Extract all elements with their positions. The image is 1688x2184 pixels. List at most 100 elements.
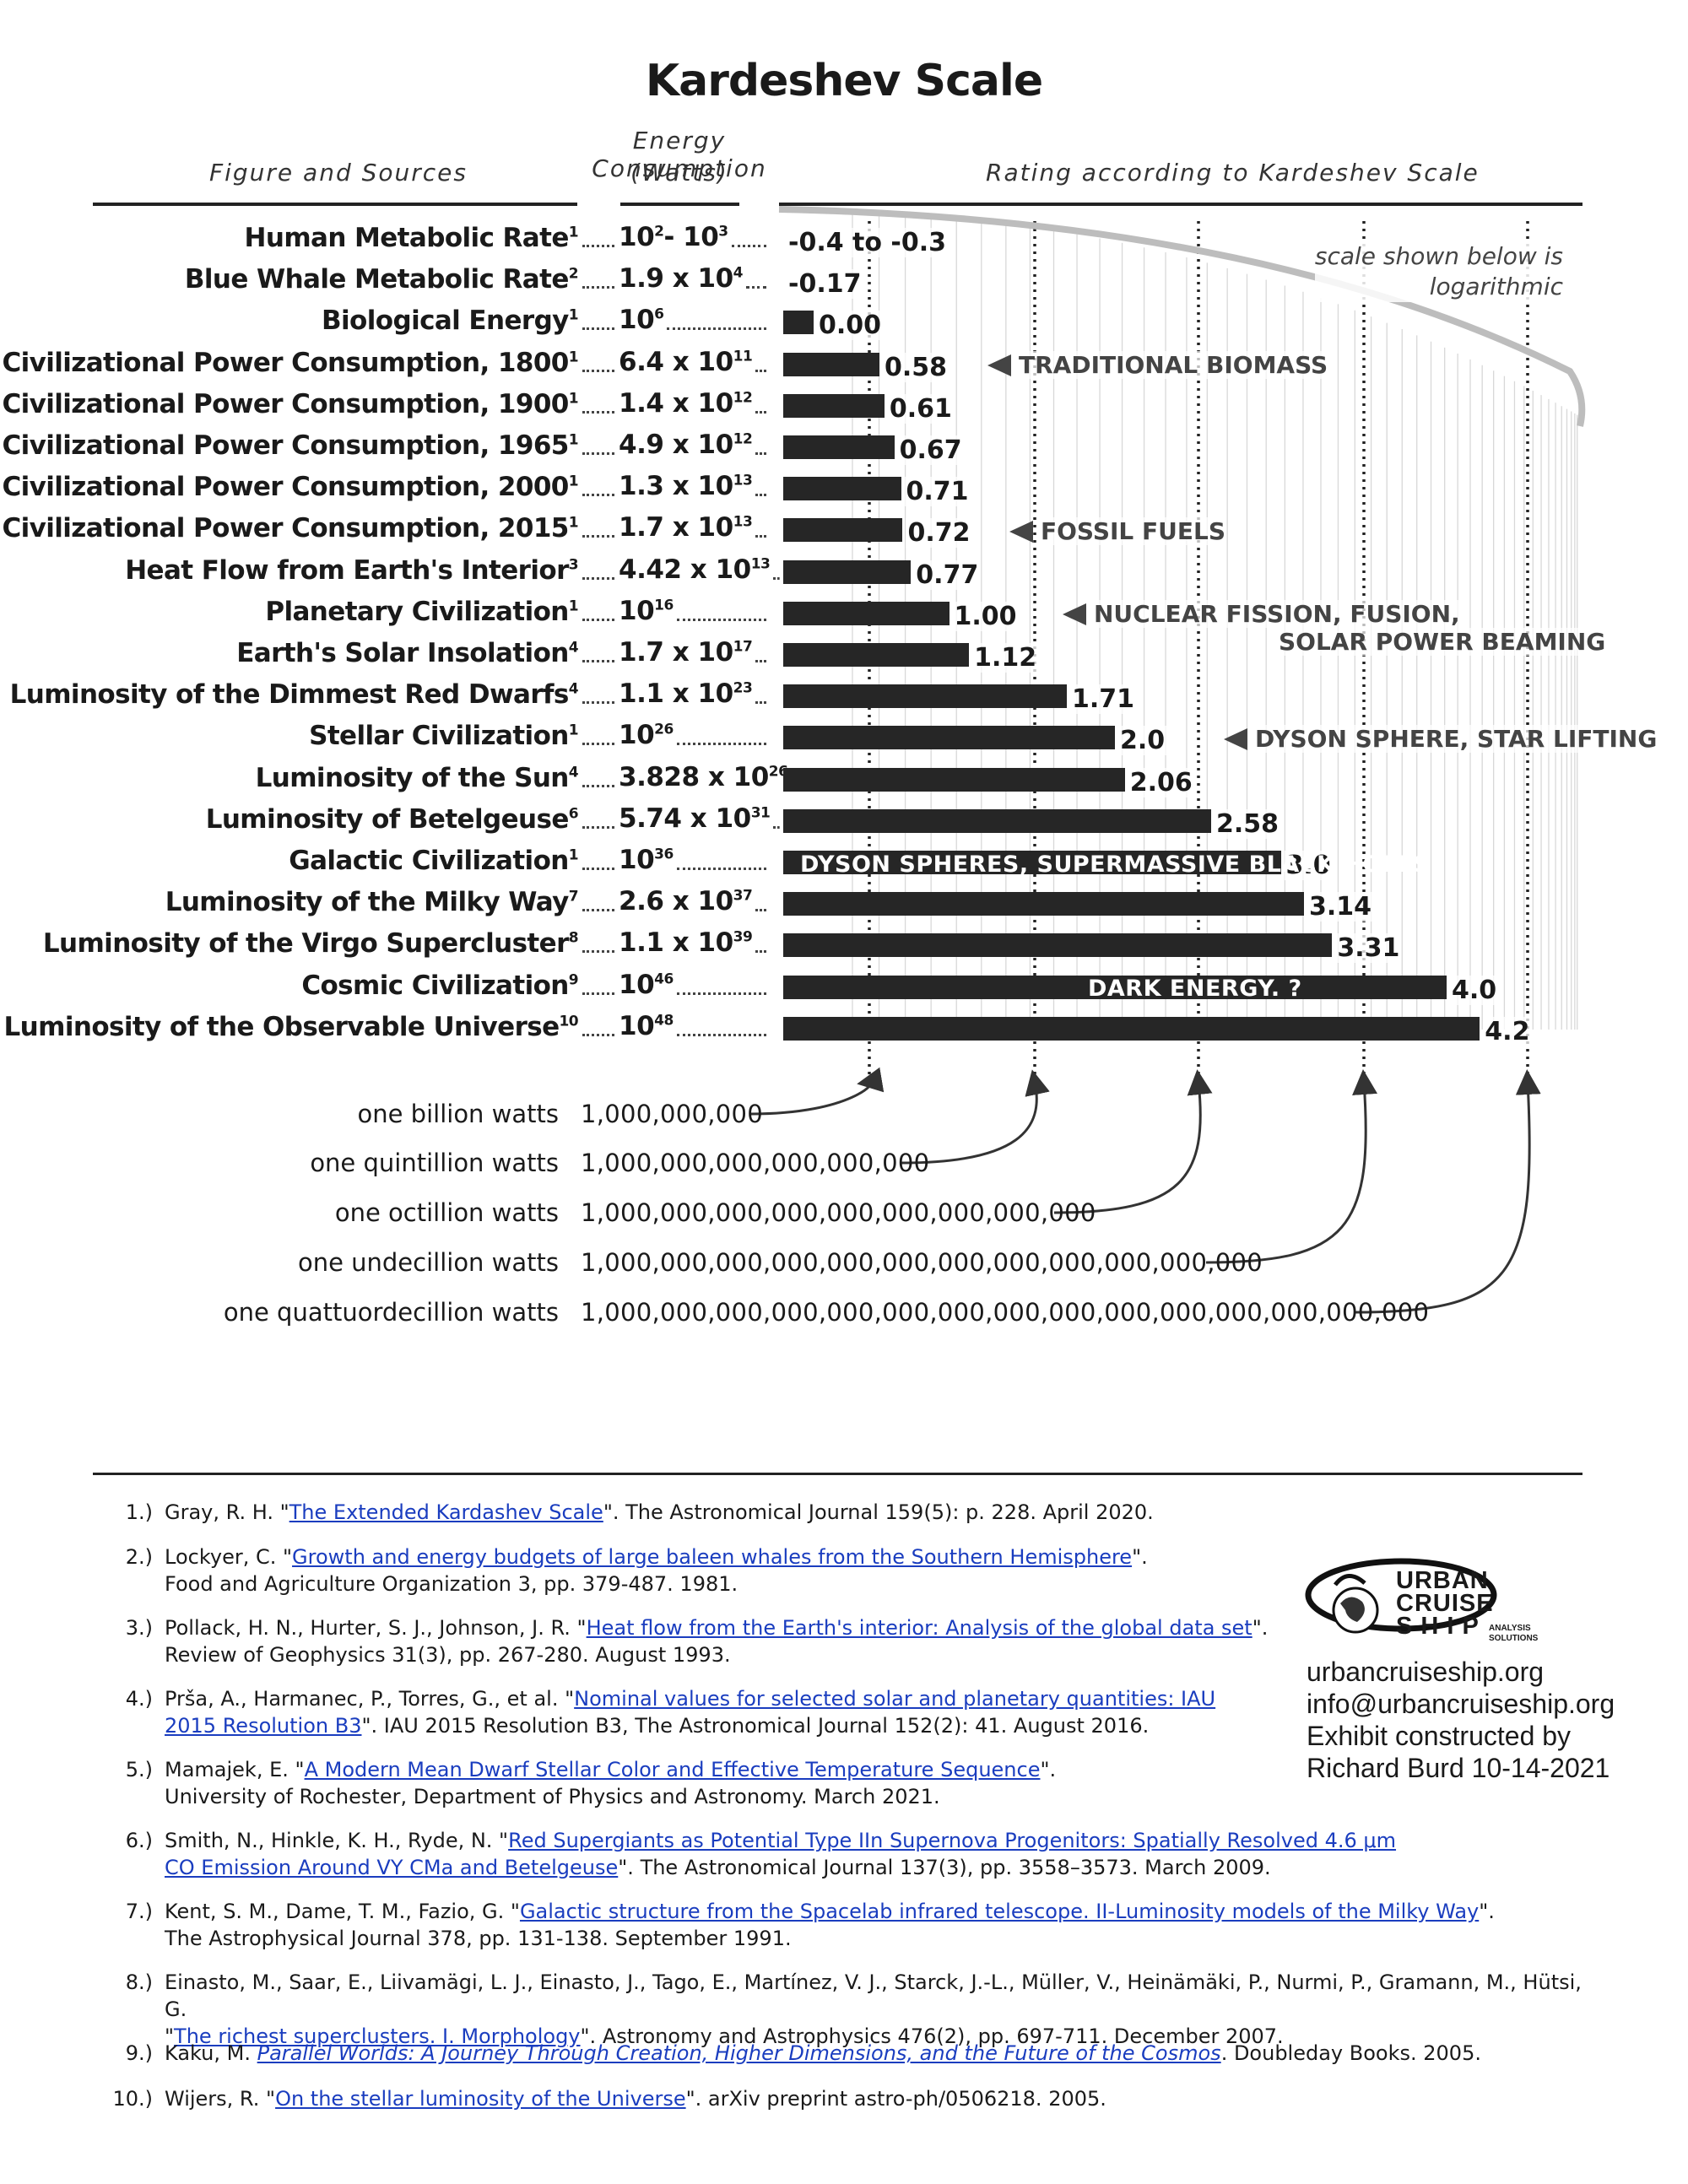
rating-value: 0.58 (882, 352, 949, 382)
row-label-text: Civilizational Power Consumption, 2000 (2, 472, 569, 503)
energy-watts: 1.4 x 1012 (619, 387, 753, 419)
contact-credit-line2: Richard Burd 10-14-2021 (1307, 1753, 1610, 1783)
leader-dots (582, 950, 614, 954)
rating-value: 0.77 (914, 560, 981, 590)
logo-subtext: ANALYSIS SOLUTIONS (1489, 1624, 1538, 1644)
energy-watts: 1026 (619, 720, 674, 751)
leader-dots (755, 452, 766, 455)
reference-number: 7.) (125, 1900, 153, 1923)
row-source-ref: 7 (568, 888, 579, 905)
contact-block: urbancruiseship.org info@urbancruiseship… (1307, 1656, 1615, 1784)
watts-name: one undecillion watts (297, 1248, 559, 1277)
row-label: Civilizational Power Consumption, 18001 (2, 348, 578, 378)
bar-annotation-cosmic: DARK ENERGY. ? (1088, 976, 1302, 1002)
row-label-text: Blue Whale Metabolic Rate (184, 264, 570, 295)
leader-dots (582, 825, 614, 829)
energy-watts: 106 (619, 305, 664, 336)
row-label: Human Metabolic Rate1 (245, 223, 579, 253)
row-label-text: Luminosity of Betelgeuse (205, 803, 570, 835)
logo-sub1: ANALYSIS (1489, 1624, 1531, 1633)
reference-text[interactable]: Kaku, M. Parallel Worlds: A Journey Thro… (165, 2041, 1481, 2065)
energy-watts: 3.828 x 1026 (619, 761, 788, 792)
rating-value: 1.71 (1070, 684, 1137, 715)
row-label: Luminosity of the Milky Way7 (165, 887, 579, 917)
row-source-ref: 1 (568, 431, 579, 449)
watts-name: one billion watts (357, 1100, 560, 1128)
rating-value: -0.17 (787, 269, 863, 300)
annotation-fission-line1: NUCLEAR FISSION, FUSION, (1094, 600, 1460, 628)
page-title: Kardeshev Scale (645, 56, 1043, 106)
row-source-ref: 9 (568, 971, 579, 989)
contact-email[interactable]: info@urbancruiseship.org (1307, 1689, 1615, 1719)
rating-value: 4.2 (1483, 1016, 1532, 1046)
row-source-ref: 1 (568, 349, 579, 366)
leader-dots (755, 535, 766, 538)
watts-number: 1,000,000,000,000,000,000 (581, 1149, 930, 1177)
annotation-pointer-icon (1063, 603, 1086, 625)
reference-text[interactable]: Lockyer, C. "Growth and energy budgets o… (165, 1545, 1148, 1596)
row-source-ref: 4 (568, 680, 579, 698)
leader-dots (582, 327, 614, 331)
reference-text[interactable]: Pollack, H. N., Hurter, S. J., Johnson, … (165, 1616, 1269, 1667)
annotation-pointer-icon (1224, 728, 1247, 750)
contact-website[interactable]: urbancruiseship.org (1307, 1657, 1545, 1687)
row-source-ref: 10 (559, 1013, 579, 1030)
leader-dots (582, 701, 614, 705)
row-label-text: Planetary Civilization (265, 596, 569, 627)
row-label: Civilizational Power Consumption, 20001 (2, 472, 578, 502)
row-source-ref: 1 (568, 597, 579, 615)
leader-dots (582, 743, 614, 746)
leader-dots (582, 909, 614, 912)
energy-watts: 2.6 x 1037 (619, 886, 753, 917)
annotation-pointer-icon (987, 354, 1011, 376)
energy-watts: 1036 (619, 845, 674, 875)
energy-watts: 6.4 x 1011 (619, 346, 753, 377)
rating-value: 2.0 (1118, 726, 1167, 756)
reference-text[interactable]: Smith, N., Hinkle, K. H., Ryde, N. "Red … (165, 1829, 1397, 1879)
watts-arrow (1205, 1069, 1377, 1264)
rating-value: 3.0 (1284, 851, 1333, 880)
reference-number: 9.) (125, 2041, 153, 2065)
leader-dots (731, 245, 766, 247)
annotation-pointer-icon (1009, 521, 1033, 543)
row-label: Civilizational Power Consumption, 20151 (2, 513, 578, 543)
reference-text[interactable]: Kent, S. M., Dame, T. M., Fazio, G. "Gal… (165, 1900, 1495, 1950)
bar (783, 975, 1447, 999)
row-label-text: Civilizational Power Consumption, 1965 (2, 430, 569, 461)
logo-sub2: SOLUTIONS (1489, 1634, 1539, 1643)
row-label: Luminosity of the Sun4 (256, 763, 579, 793)
watts-number: 1,000,000,000,000,000,000,000,000,000 (581, 1198, 1096, 1227)
reference-text[interactable]: Einasto, M., Saar, E., Liivamägi, L. J.,… (165, 1970, 1582, 2048)
energy-watts: 1.7 x 1013 (619, 512, 753, 543)
annotation-traditional-biomass: TRADITIONAL BIOMASS (1019, 351, 1328, 379)
row-label-text: Stellar Civilization (309, 721, 569, 752)
contact-credit-line1: Exhibit constructed by (1307, 1721, 1572, 1751)
rating-value: 4.0 (1450, 975, 1499, 1005)
reference-text[interactable]: Prša, A., Harmanec, P., Torres, G., et a… (165, 1687, 1216, 1738)
reference-text[interactable]: Wijers, R. "On the stellar luminosity of… (165, 2087, 1106, 2111)
logo-text: URBAN CRUISE S H I P (1396, 1569, 1494, 1639)
row-source-ref: 1 (568, 473, 579, 490)
watts-arrow (1053, 1069, 1213, 1214)
leader-dots (582, 245, 614, 247)
energy-watts: 1.3 x 1013 (619, 471, 753, 502)
leader-dots (582, 660, 614, 662)
header-energy-line2: (Watts) (630, 159, 728, 187)
watts-number: 1,000,000,000,000,000,000,000,000,000,00… (581, 1298, 1430, 1327)
watts-name: one octillion watts (334, 1198, 559, 1227)
row-source-ref: 8 (568, 930, 579, 948)
reference-text[interactable]: Mamajek, E. "A Modern Mean Dwarf Stellar… (165, 1758, 1057, 1808)
leader-dots (582, 576, 614, 580)
reference-text[interactable]: Gray, R. H. "The Extended Kardashev Scal… (165, 1500, 1154, 1524)
row-label: Luminosity of the Dimmest Red Dwarfs4 (10, 679, 579, 710)
leader-dots (676, 618, 766, 621)
row-source-ref: 1 (568, 224, 579, 241)
bar (783, 892, 1304, 916)
row-label: Heat Flow from Earth's Interior3 (125, 555, 578, 586)
bar (783, 311, 814, 335)
annotation-fossil-fuels: FOSSIL FUELS (1041, 517, 1226, 545)
rating-value: 3.31 (1335, 933, 1402, 964)
watts-number: 1,000,000,000,000,000,000,000,000,000,00… (581, 1248, 1263, 1277)
row-label: Luminosity of the Virgo Supercluster8 (43, 928, 579, 959)
energy-watts: 1.1 x 1023 (619, 678, 753, 710)
